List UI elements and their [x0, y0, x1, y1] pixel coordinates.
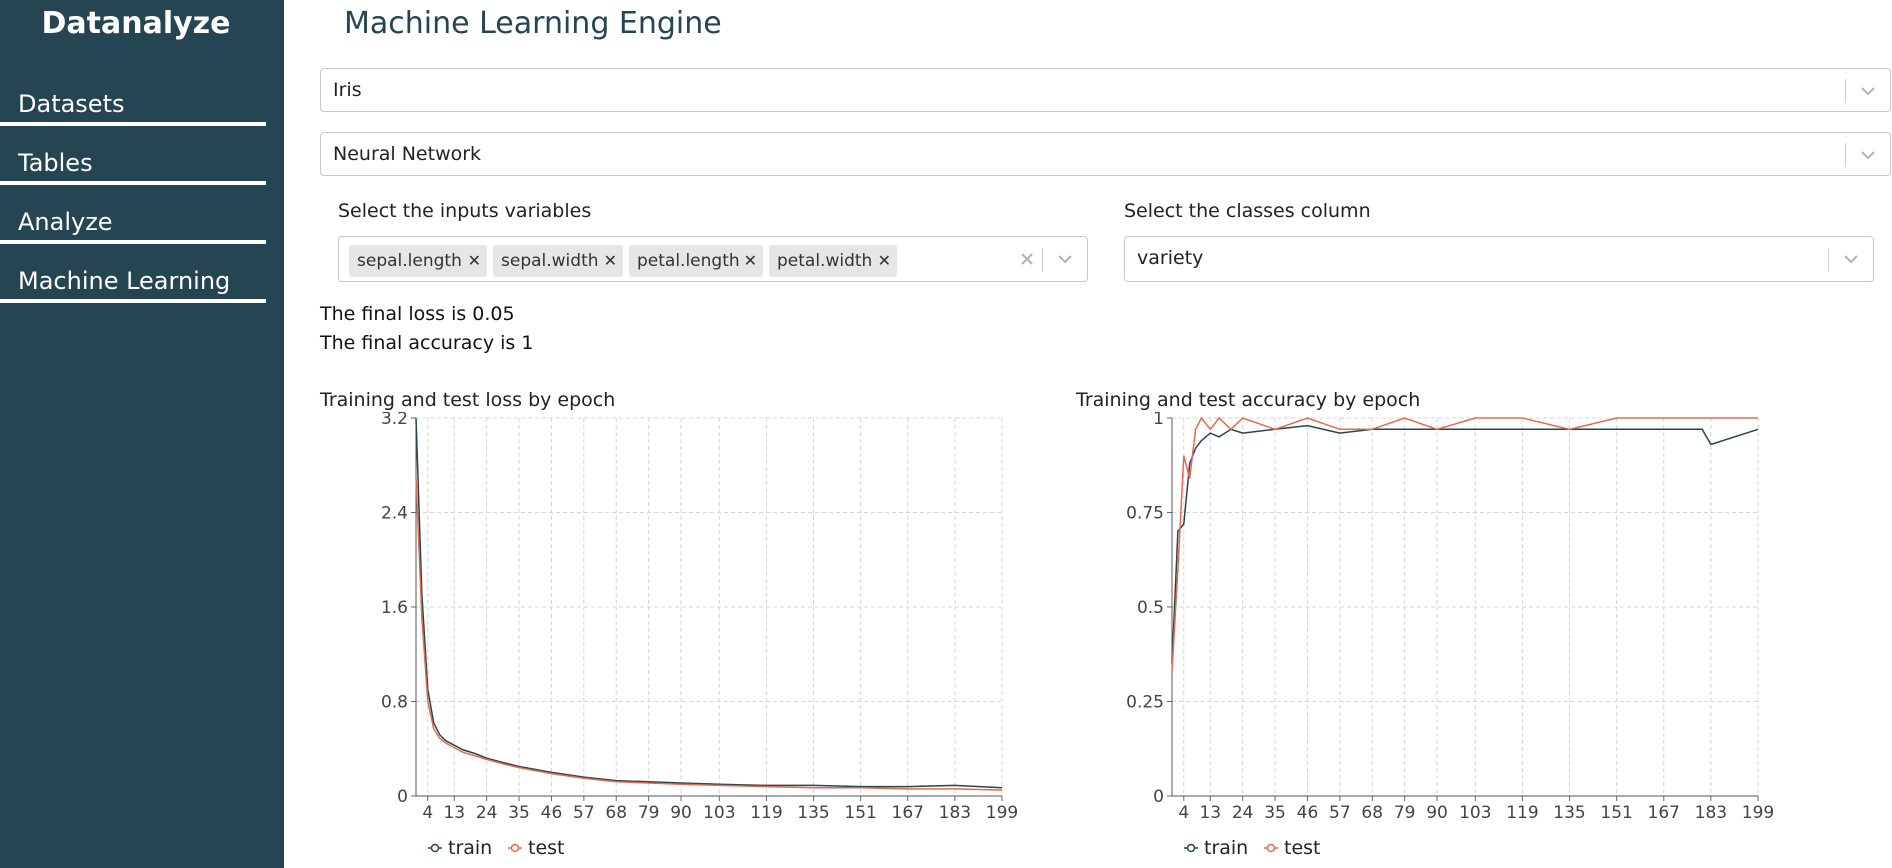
y-tick-label: 0.75	[1126, 504, 1164, 524]
x-tick-label: 46	[1297, 803, 1319, 823]
x-tick-label: 199	[1742, 803, 1774, 823]
y-tick-label: 1.6	[381, 598, 408, 618]
accuracy-chart: 4 13 24 35 46 57 68 79 90 103 119 135 151 167 183 199 0 0…	[1126, 412, 1774, 859]
y-tick-label: 3.2	[381, 412, 408, 429]
legend-label-test[interactable]: test	[528, 837, 565, 859]
select-separator	[1828, 248, 1829, 272]
x-tick-label: 46	[541, 803, 563, 823]
x-tick-label: 103	[1459, 803, 1491, 823]
x-tick-label: 4	[422, 803, 433, 823]
legend-marker	[510, 843, 520, 853]
page-title: Machine Learning Engine	[344, 6, 722, 41]
series-line-train	[1171, 424, 1759, 664]
chart-title: Training and test accuracy by epoch	[1076, 389, 1421, 411]
tag-label: petal.length	[637, 251, 740, 271]
x-tick-label: 103	[703, 803, 735, 823]
x-tick-label: 68	[1361, 803, 1383, 823]
inputs-multiselect[interactable]: sepal.length ✕ sepal.width ✕ petal.lengt…	[338, 236, 1088, 282]
legend-label-test[interactable]: test	[1284, 837, 1321, 859]
x-tick-label: 35	[1264, 803, 1286, 823]
x-tick-label: 135	[797, 803, 829, 823]
x-tick-label: 57	[1329, 803, 1351, 823]
close-icon[interactable]: ✕	[877, 251, 891, 270]
x-tick-label: 183	[1695, 803, 1727, 823]
x-tick-label: 119	[1506, 803, 1538, 823]
legend-label-train[interactable]: train	[1204, 837, 1248, 859]
legend-marker	[1186, 843, 1196, 853]
select-separator	[1845, 143, 1846, 167]
x-tick-label: 167	[1648, 803, 1680, 823]
series-line-train	[415, 417, 1003, 789]
sidebar-item-datasets[interactable]: Datasets	[0, 68, 266, 126]
x-tick-label: 79	[1394, 803, 1416, 823]
legend-marker	[430, 843, 440, 853]
final-accuracy-text: The final accuracy is 1	[320, 332, 534, 354]
series-line-test	[1171, 416, 1758, 672]
x-tick-label: 13	[1199, 803, 1221, 823]
tag-label: petal.width	[777, 251, 873, 271]
x-tick-label: 151	[1600, 803, 1632, 823]
tag-sepal-length: sepal.length ✕	[349, 245, 487, 277]
inputs-label: Select the inputs variables	[338, 200, 592, 222]
x-tick-label: 24	[476, 803, 498, 823]
sidebar: Datanalyze Datasets Tables Analyze Machi…	[0, 0, 284, 868]
x-tick-label: 57	[573, 803, 595, 823]
x-tick-label: 135	[1553, 803, 1585, 823]
sidebar-item-tables[interactable]: Tables	[0, 127, 266, 185]
tag-label: sepal.length	[357, 251, 462, 271]
classes-select[interactable]: variety	[1124, 236, 1874, 282]
legend-label-train[interactable]: train	[448, 837, 492, 859]
close-icon[interactable]: ✕	[603, 251, 617, 270]
classes-select-value: variety	[1137, 247, 1204, 269]
x-tick-label: 119	[750, 803, 782, 823]
legend-marker	[1266, 843, 1276, 853]
dataset-select-value: Iris	[333, 79, 362, 101]
brand-logo[interactable]: Datanalyze	[41, 6, 231, 41]
chevron-down-icon[interactable]	[1051, 245, 1079, 273]
x-tick-label: 167	[892, 803, 924, 823]
tag-petal-width: petal.width ✕	[769, 245, 897, 277]
x-tick-label: 35	[508, 803, 530, 823]
sidebar-item-analyze[interactable]: Analyze	[0, 186, 266, 244]
final-loss-text: The final loss is 0.05	[320, 303, 515, 325]
classes-label: Select the classes column	[1124, 200, 1371, 222]
close-icon[interactable]	[1017, 249, 1037, 269]
close-icon[interactable]: ✕	[467, 251, 481, 270]
y-tick-label: 0	[397, 787, 408, 807]
x-tick-label: 79	[638, 803, 660, 823]
y-tick-label: 0.5	[1137, 598, 1164, 618]
y-tick-label: 0.8	[381, 693, 408, 713]
dataset-select[interactable]: Iris	[320, 68, 1891, 112]
y-tick-label: 2.4	[381, 504, 408, 524]
x-tick-label: 4	[1178, 803, 1189, 823]
series-line-test	[415, 477, 1003, 791]
select-separator	[1042, 248, 1043, 272]
model-select[interactable]: Neural Network	[320, 132, 1891, 176]
chart-title: Training and test loss by epoch	[320, 389, 616, 411]
x-tick-label: 151	[844, 803, 876, 823]
x-tick-label: 199	[986, 803, 1018, 823]
y-tick-label: 0	[1153, 787, 1164, 807]
x-tick-label: 183	[939, 803, 971, 823]
chevron-down-icon[interactable]	[1854, 141, 1882, 169]
chevron-down-icon[interactable]	[1854, 77, 1882, 105]
chevron-down-icon[interactable]	[1837, 245, 1865, 273]
sidebar-item-machine-learning[interactable]: Machine Learning	[0, 245, 266, 303]
x-tick-label: 68	[605, 803, 627, 823]
y-tick-label: 0.25	[1126, 693, 1164, 713]
x-tick-label: 90	[670, 803, 692, 823]
x-tick-label: 90	[1426, 803, 1448, 823]
select-separator	[1845, 79, 1846, 103]
tag-petal-length: petal.length ✕	[629, 245, 763, 277]
x-tick-label: 24	[1232, 803, 1254, 823]
x-tick-label: 13	[443, 803, 465, 823]
model-select-value: Neural Network	[333, 143, 482, 165]
tag-sepal-width: sepal.width ✕	[493, 245, 623, 277]
y-tick-label: 1	[1153, 412, 1164, 429]
tag-label: sepal.width	[501, 251, 599, 271]
loss-chart: 4 13 24 35 46 57 68 79 90 103 119 135 151 167 183 199 0 0…	[381, 412, 1018, 859]
close-icon[interactable]: ✕	[743, 251, 757, 270]
